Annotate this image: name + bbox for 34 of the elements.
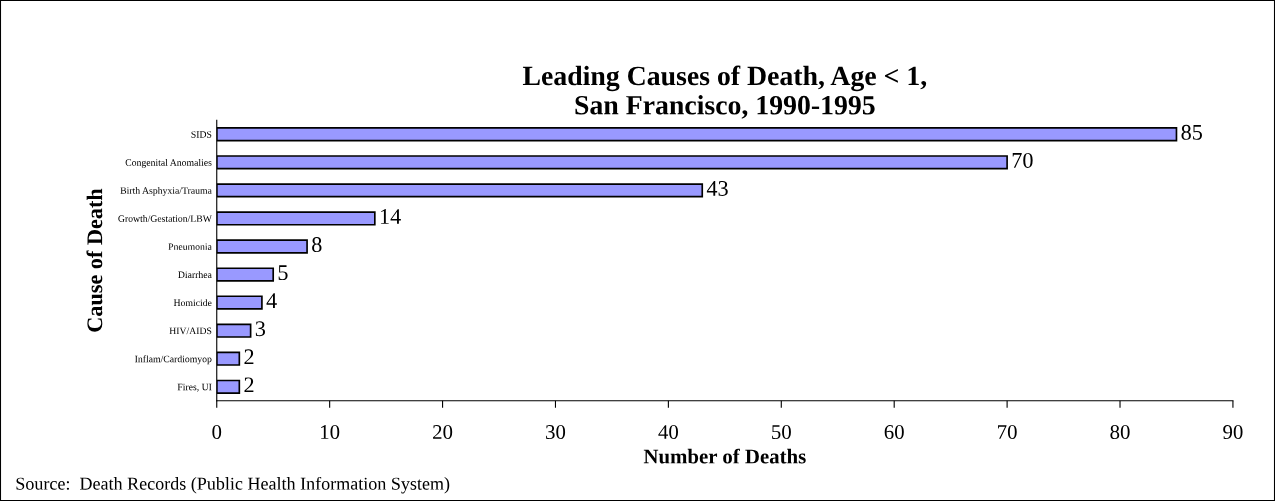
x-tick-label: 60 [884, 425, 904, 440]
y-tick-label: HIV/AIDS [169, 327, 212, 335]
data-label: 5 [278, 265, 288, 281]
x-tick-label: 20 [433, 425, 453, 440]
x-tick-label: 10 [321, 425, 340, 440]
x-tick-label: 30 [546, 425, 566, 440]
x-tick-label: 50 [772, 425, 791, 440]
data-label: 2 [244, 377, 254, 393]
data-label: 85 [1181, 124, 1202, 140]
data-label: 14 [380, 209, 401, 224]
x-axis-title: Number of Deaths [643, 448, 806, 464]
x-tick-label: 90 [1223, 425, 1243, 440]
y-tick-label: Birth Asphyxia/Trauma [120, 187, 212, 196]
y-tick-label: Congenital Anomalies [125, 158, 212, 168]
y-tick-label: Homicide [173, 299, 212, 307]
x-tick-label: 0 [212, 425, 222, 440]
data-label: 2 [244, 349, 254, 365]
x-tick-label: 70 [998, 425, 1017, 440]
data-label: 70 [1012, 152, 1033, 168]
data-label: 43 [706, 181, 728, 196]
y-tick-label: Growth/Gestation/LBW [118, 215, 212, 222]
chart-title: Leading Causes of Death, Age < 1, San Francisco, 1990-1995 [522, 65, 927, 119]
x-tick-label: 80 [1110, 425, 1130, 440]
y-tick-label: Pneumonia [168, 243, 212, 250]
data-label: 4 [266, 293, 277, 308]
source-note: Source: Death Records (Public Health Information System) [16, 476, 450, 494]
x-tick-label: 40 [658, 425, 679, 440]
y-tick-label: Diarrhea [178, 271, 212, 279]
y-axis-title: Cause of Death [86, 188, 103, 332]
y-tick-label: Fires, UI [177, 383, 212, 392]
y-tick-label: SIDS [191, 131, 212, 138]
data-label: 8 [312, 237, 322, 253]
data-label: 3 [255, 321, 266, 337]
y-tick-label: Inflam/Cardiomyop [135, 355, 212, 365]
